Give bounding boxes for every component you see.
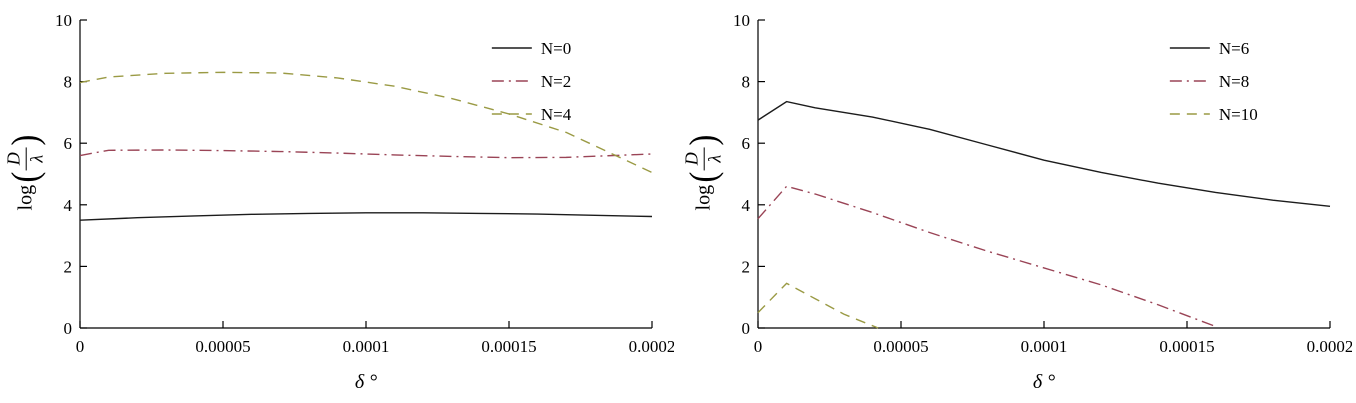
y-tick-label: 6 [742,134,751,153]
y-tick-label: 2 [742,257,751,276]
x-axis-label: δ ° [1033,371,1055,393]
legend-label: N=10 [1219,105,1258,124]
legend-label: N=6 [1219,39,1249,58]
ylabel-numerator: D [4,147,27,171]
legend-label: N=4 [541,105,572,124]
x-tick-label: 0.00015 [481,337,536,356]
ylabel-function: log [693,184,715,211]
y-tick-label: 8 [742,73,751,92]
series-n-0 [79,212,653,221]
legend-label: N=0 [541,39,571,58]
y-tick-label: 6 [64,134,73,153]
x-tick-label: 0.0001 [343,337,390,356]
ylabel-fraction: D λ [4,147,48,171]
ylabel-close-paren: ) [682,134,725,146]
y-axis-label: log ( D λ ) [4,134,48,211]
y-tick-label: 0 [742,319,751,338]
chart-panel-right: log ( D λ ) 0 2 4 6 8 10 0 0.00005 0.0001 0.00015… [678,0,1356,403]
ylabel-numerator: D [682,147,705,171]
y-tick-label: 8 [64,73,73,92]
legend-label: N=8 [1219,72,1249,91]
x-tick-label: 0.00015 [1159,337,1214,356]
x-tick-label: 0.00005 [873,337,928,356]
series-n-4 [79,71,653,174]
ylabel-close-paren: ) [4,134,47,146]
y-tick-label: 2 [64,257,73,276]
ylabel-fraction: D λ [682,147,726,171]
x-tick-label: 0.0002 [1307,337,1352,356]
legend-label: N=2 [541,72,571,91]
x-tick-label: 0.0001 [1021,337,1068,356]
y-tick-label: 0 [64,319,73,338]
series-n-10 [757,282,879,329]
line-chart-left: 0 2 4 6 8 10 0 0.00005 0.0001 0.00015 0.0002 δ ° N=0… [55,11,674,393]
x-tick-label: 0.00005 [195,337,250,356]
x-axis-label: δ ° [355,371,377,393]
series-n-6 [757,100,1331,208]
ylabel-open-paren: ( [682,172,725,183]
x-tick-label: 0.0002 [629,337,674,356]
x-tick-label: 0 [754,337,763,356]
x-tick-label: 0 [76,337,85,356]
ylabel-function: log [15,184,37,211]
y-tick-label: 4 [742,196,751,215]
y-tick-label: 10 [55,11,72,30]
series-n-2 [79,149,653,159]
y-tick-label: 10 [733,11,750,30]
chart-panel-left: log ( D λ ) 0 2 4 6 8 10 0 0.00005 0.0001 0.00015… [4,11,674,393]
y-axis-label: log ( D λ ) [682,134,726,211]
series-n-8 [757,185,1216,328]
ylabel-open-paren: ( [4,172,47,183]
y-tick-label: 4 [64,196,73,215]
line-chart-right: 0 2 4 6 8 10 0 0.00005 0.0001 0.00015 0.0002 δ ° N=6… [733,11,1352,393]
